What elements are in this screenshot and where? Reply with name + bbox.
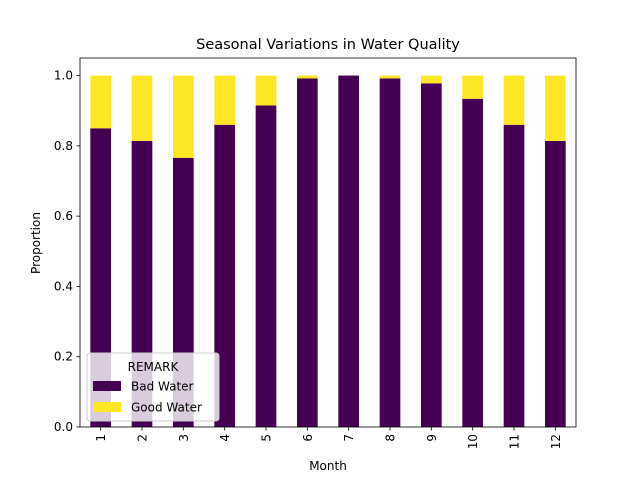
bar-good-month-9: [421, 75, 442, 84]
x-tick-label: 9: [425, 434, 439, 442]
y-tick-label: 0.8: [54, 139, 73, 153]
bar-bad-month-5: [255, 105, 277, 427]
x-tick-label: 4: [218, 434, 232, 442]
x-tick-label: 6: [301, 434, 315, 442]
bar-bad-month-6: [297, 78, 318, 427]
bar-good-month-3: [173, 75, 194, 158]
x-tick-label: 7: [342, 434, 356, 442]
plot-frame: [79, 57, 577, 428]
bar-good-month-2: [131, 75, 153, 141]
x-tick-label: 3: [177, 434, 191, 442]
bar-bad-month-9: [421, 83, 442, 428]
bar-good-month-12: [545, 75, 566, 141]
legend-title: REMARK: [128, 360, 180, 374]
x-tick-label: 8: [384, 434, 398, 442]
bar-good-month-5: [255, 75, 277, 106]
legend-label-good-water: Good Water: [131, 401, 202, 415]
bar-good-month-4: [214, 75, 235, 125]
y-tick-label: 0.0: [54, 420, 73, 434]
y-tick-label: 0.2: [54, 350, 73, 364]
bar-good-month-11: [503, 75, 525, 125]
bar-good-month-6: [297, 75, 318, 79]
x-tick-label: 12: [549, 434, 563, 449]
y-tick-label: 0.4: [54, 279, 73, 293]
x-tick-label: 5: [260, 434, 274, 442]
legend-label-bad-water: Bad Water: [131, 380, 194, 394]
x-tick-label: 2: [136, 434, 150, 442]
x-axis: 1 2 3 4 5 6 7 8 9 10 11 12: [94, 427, 563, 449]
y-axis: 0.0 0.2 0.4 0.6 0.8 1.0: [54, 69, 80, 434]
bar-bad-month-4: [214, 124, 235, 428]
bar-bad-month-10: [462, 98, 483, 428]
y-tick-label: 1.0: [54, 69, 73, 83]
bar-good-month-8: [379, 75, 401, 79]
bar-bad-month-11: [503, 124, 525, 428]
bar-bad-month-7: [338, 75, 359, 427]
y-axis-label: Proportion: [29, 212, 43, 274]
bar-good-month-10: [462, 75, 483, 99]
x-axis-label: Month: [309, 459, 347, 473]
y-tick-label: 0.6: [54, 209, 73, 223]
bar-bad-month-12: [545, 140, 566, 427]
legend-swatch-good-water: [93, 402, 121, 412]
legend-swatch-bad-water: [93, 381, 121, 391]
legend: REMARK Bad Water Good Water: [86, 352, 220, 422]
bar-bad-month-1: [90, 128, 111, 428]
x-tick-label: 11: [508, 434, 522, 449]
x-tick-label: 1: [94, 434, 108, 442]
bar-good-month-1: [90, 75, 111, 129]
chart-title: Seasonal Variations in Water Quality: [196, 37, 460, 53]
bar-bad-month-8: [379, 78, 401, 427]
x-tick-label: 10: [466, 434, 480, 449]
